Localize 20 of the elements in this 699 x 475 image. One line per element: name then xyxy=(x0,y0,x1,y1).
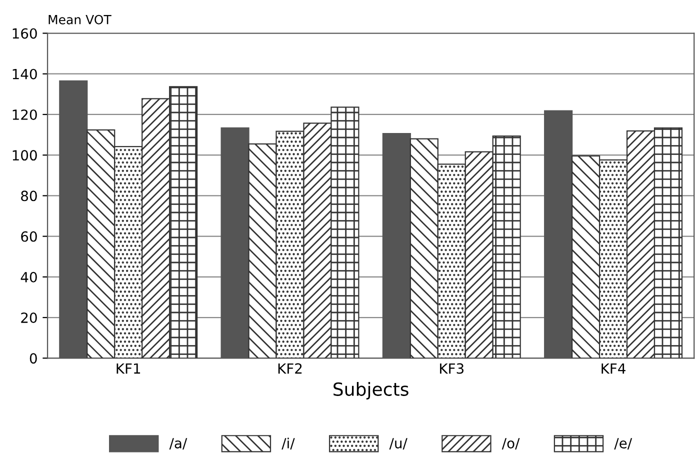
y-tick-label: 80 xyxy=(21,190,37,202)
legend-label: /a/ xyxy=(169,438,188,450)
legend-label: /e/ xyxy=(614,438,632,450)
y-tick-label: 120 xyxy=(12,109,37,120)
y-tick-label: 60 xyxy=(21,231,37,242)
x-tick-label: KF4 xyxy=(602,363,626,374)
x-tick-label: KF3 xyxy=(440,363,464,374)
x-tick-label: KF2 xyxy=(278,363,302,374)
y-tick-label: 160 xyxy=(12,28,37,39)
x-axis-title: Subjects xyxy=(334,382,408,400)
y-axis-title: Mean VOT xyxy=(48,14,112,24)
y-tick-label: 140 xyxy=(12,68,37,80)
legend-label: /u/ xyxy=(389,438,408,450)
legend-label: /o/ xyxy=(502,438,520,450)
y-tick-label: 40 xyxy=(20,272,37,282)
y-tick-label: 20 xyxy=(21,312,37,324)
y-tick-label: 100 xyxy=(12,150,37,161)
y-tick-label: 0 xyxy=(30,353,37,364)
x-tick-label: KF1 xyxy=(116,363,140,374)
legend-label: /i/ xyxy=(282,438,295,450)
